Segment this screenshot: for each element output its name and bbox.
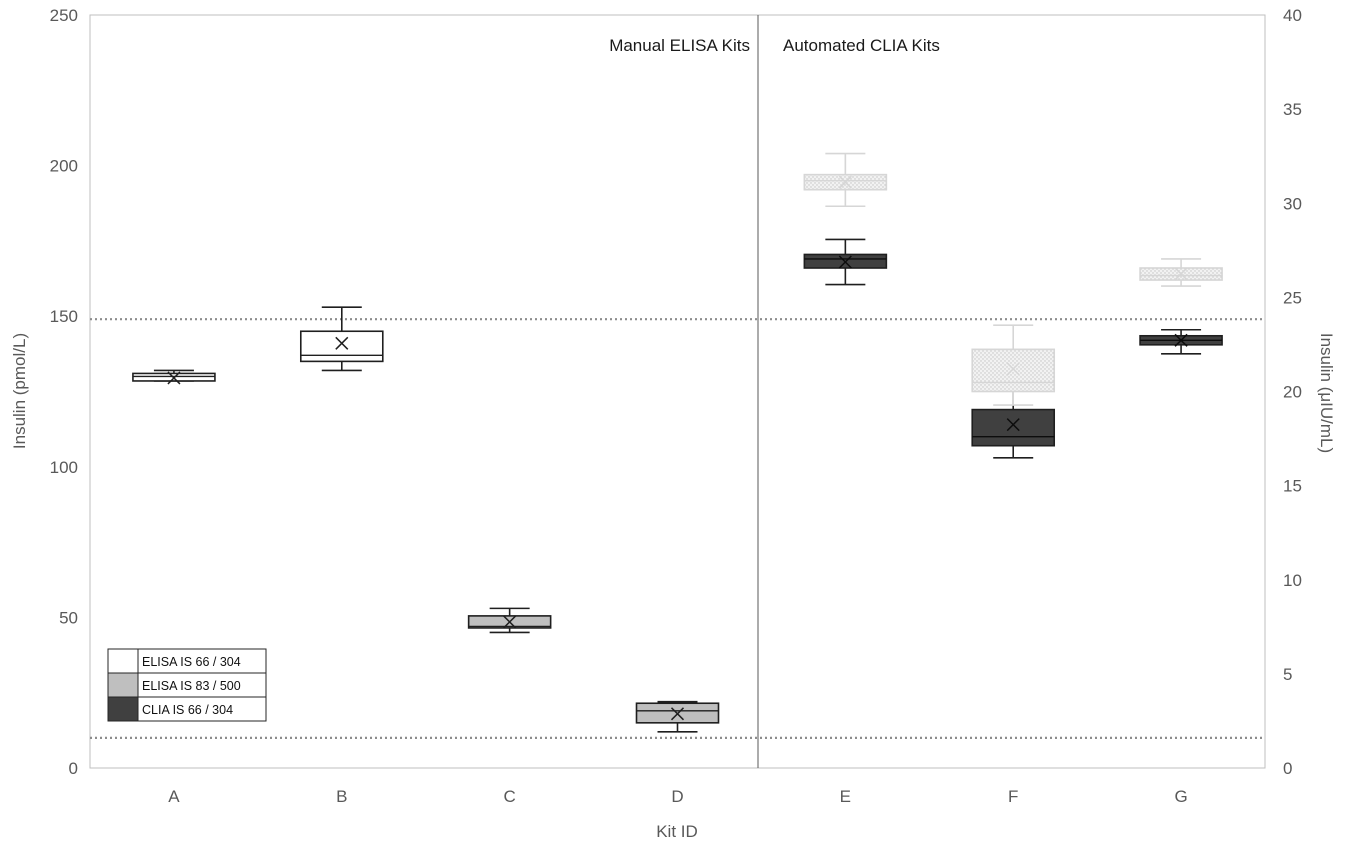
- legend-label-box-elisa-66: [137, 648, 267, 674]
- section-label-automated: Automated CLIA Kits: [783, 36, 940, 55]
- box-dotted-series-e: [803, 152, 888, 208]
- box-iqr: [299, 330, 384, 363]
- x-tick-label: C: [504, 787, 516, 806]
- mean-marker: [167, 371, 181, 385]
- x-tick-label: A: [168, 787, 180, 806]
- x-axis-ticks: A B C D E F G: [168, 787, 1187, 806]
- box-elisa-is-66-304-b: [299, 306, 384, 372]
- box-iqr: [971, 408, 1056, 447]
- legend-label-elisa-83: ELISA IS 83 / 500: [142, 679, 241, 693]
- y-axis-title-left: Insulin (pmol/L): [10, 333, 29, 449]
- mean-marker: [670, 707, 685, 721]
- y-right-tick-label: 15: [1283, 477, 1302, 496]
- box-elisa-is-83-500-d: [635, 700, 720, 733]
- left-axis-ticks: 0 50 100 150 200 250: [50, 6, 78, 778]
- mean-marker: [1006, 418, 1020, 432]
- y-right-tick-label: 35: [1283, 100, 1302, 119]
- x-tick-label: F: [1008, 787, 1018, 806]
- x-tick-label: B: [336, 787, 347, 806]
- reference-lines: [90, 318, 1265, 739]
- plot-area-frame: [89, 14, 1266, 769]
- x-tick-label: G: [1174, 787, 1187, 806]
- mean-marker: [1174, 333, 1188, 347]
- mean-marker: [838, 175, 852, 189]
- box-elisa-is-83-500-c: [467, 607, 552, 634]
- mean-marker: [335, 336, 349, 350]
- mean-marker: [1006, 362, 1020, 376]
- y-left-tick-label: 100: [50, 458, 78, 477]
- box-clia-is-66-304-e: [803, 238, 888, 286]
- right-axis-ticks: 0 5 10 15 20 25 30 35 40: [1283, 6, 1302, 778]
- legend-swatch-elisa-83: [107, 672, 139, 698]
- legend-label-clia-66: CLIA IS 66 / 304: [142, 703, 233, 717]
- y-left-tick-label: 150: [50, 307, 78, 326]
- legend-label-box-clia-66: [137, 696, 267, 722]
- y-right-tick-label: 40: [1283, 6, 1302, 25]
- x-axis-title: Kit ID: [656, 822, 698, 841]
- x-tick-label: D: [671, 787, 683, 806]
- y-left-tick-label: 0: [69, 759, 78, 778]
- y-left-tick-label: 200: [50, 157, 78, 176]
- box-dotted-series-f: [971, 324, 1056, 406]
- legend-swatch-clia-66: [107, 696, 139, 722]
- mean-marker: [1174, 267, 1188, 281]
- legend-label-elisa-66: ELISA IS 66 / 304: [142, 655, 241, 669]
- y-right-tick-label: 10: [1283, 571, 1302, 590]
- y-left-tick-label: 250: [50, 6, 78, 25]
- y-right-tick-label: 25: [1283, 288, 1302, 307]
- box-elisa-is-66-304-a: [132, 369, 216, 385]
- box-clia-is-66-304-g: [1139, 328, 1223, 355]
- legend: ELISA IS 66 / 304 ELISA IS 83 / 500 CLIA…: [107, 648, 267, 722]
- y-right-tick-label: 30: [1283, 194, 1302, 213]
- mean-marker: [503, 615, 517, 629]
- x-tick-label: E: [840, 787, 851, 806]
- mean-marker: [838, 255, 852, 269]
- y-right-tick-label: 20: [1283, 383, 1302, 402]
- legend-swatch-elisa-66: [107, 648, 139, 674]
- box-plots: [132, 152, 1223, 733]
- y-right-tick-label: 0: [1283, 759, 1292, 778]
- y-left-tick-label: 50: [59, 608, 78, 627]
- y-right-tick-label: 5: [1283, 665, 1292, 684]
- box-dotted-series-g: [1139, 258, 1223, 287]
- section-label-manual: Manual ELISA Kits: [609, 36, 750, 55]
- box-iqr: [971, 348, 1056, 393]
- y-axis-title-right: Insulin (μIU/mL): [1317, 333, 1336, 453]
